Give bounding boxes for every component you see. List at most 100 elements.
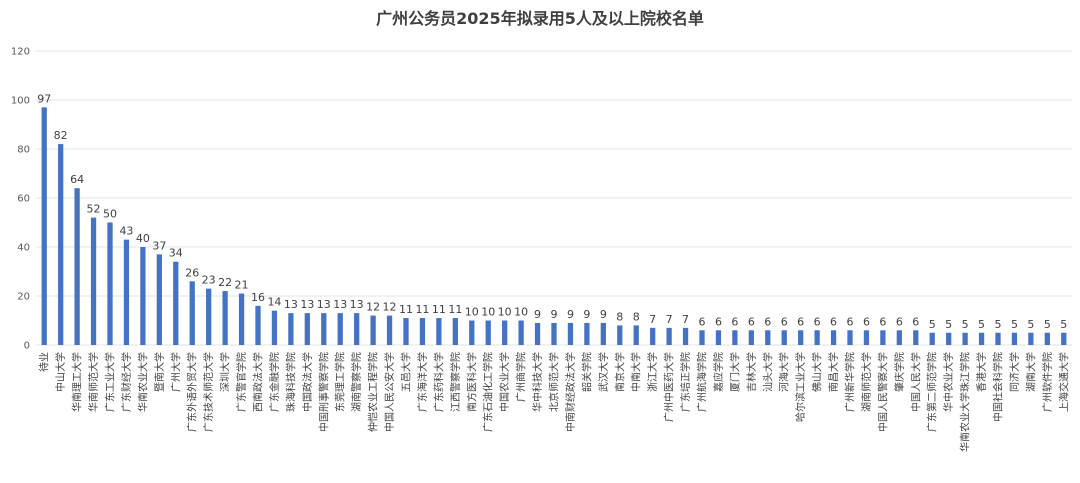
category-label-19: 湖南警察学院	[350, 352, 363, 412]
data-label-54: 5	[929, 318, 936, 331]
bar-21	[386, 315, 393, 345]
bar-18	[337, 313, 343, 345]
data-label-14: 14	[267, 296, 281, 309]
data-label-12: 21	[235, 279, 249, 292]
category-label-34: 武汉大学	[597, 352, 610, 392]
bar-6	[140, 247, 146, 345]
data-label-36: 8	[633, 310, 640, 323]
data-label-50: 6	[863, 315, 870, 328]
bar-5	[123, 239, 130, 345]
category-label-33: 韶关学院	[580, 352, 593, 392]
bar-53	[913, 330, 919, 345]
category-label-45: 河海大学	[778, 352, 791, 392]
bar-10	[206, 288, 212, 345]
category-label-42: 厦门大学	[728, 352, 741, 392]
data-label-4: 50	[103, 208, 117, 221]
category-label-0: 待业	[38, 352, 51, 372]
bar-14	[271, 310, 278, 345]
category-label-35: 南京大学	[613, 352, 626, 392]
data-label-25: 11	[448, 303, 462, 316]
category-label-55: 华中农业大学	[942, 352, 955, 412]
data-label-46: 6	[797, 315, 804, 328]
chart-title: 广州公务员2025年拟录用5人及以上院校名单	[376, 9, 704, 28]
category-label-40: 广州航海学院	[696, 352, 709, 412]
data-label-21: 12	[383, 301, 397, 314]
bar-49	[847, 330, 853, 345]
category-label-57: 香港大学	[975, 352, 988, 392]
category-label-26: 南方医科大学	[465, 352, 478, 412]
bar-36	[633, 325, 639, 345]
category-label-44: 汕头大学	[761, 352, 774, 392]
data-label-26: 10	[465, 306, 479, 319]
category-label-37: 浙江大学	[646, 352, 659, 392]
data-label-39: 7	[682, 313, 689, 326]
bar-7	[156, 254, 162, 345]
y-tick-label-6: 120	[11, 47, 30, 58]
bar-45	[781, 330, 787, 345]
bar-8	[173, 261, 179, 345]
data-label-19: 13	[350, 298, 364, 311]
category-label-25: 江西警察学院	[449, 352, 462, 412]
data-label-22: 11	[399, 303, 413, 316]
category-label-27: 广东石油化工学院	[482, 352, 495, 432]
bar-44	[765, 330, 771, 345]
bar-42	[732, 330, 738, 345]
category-label-39: 广东培正学院	[679, 352, 692, 412]
bar-26	[469, 320, 475, 345]
category-label-62: 上海交通大学	[1057, 352, 1070, 412]
y-tick-label-3: 60	[17, 194, 30, 205]
category-label-53: 中国人民大学	[909, 352, 922, 412]
bar-17	[321, 313, 327, 345]
bar-12	[238, 293, 245, 345]
data-label-48: 6	[830, 315, 837, 328]
category-label-10: 广东技术师范大学	[202, 352, 215, 432]
bar-28	[502, 320, 508, 345]
bar-59	[1011, 332, 1018, 345]
category-labels: 待业 中山大学 华南理工大学 华南师范大学 广东工业大学 广东财经大学 华南农业大学 暨南大学…	[38, 352, 1071, 452]
category-label-56: 华南农业大学珠江学院	[959, 352, 972, 452]
bar-20	[370, 315, 376, 345]
data-label-41: 6	[715, 315, 722, 328]
bar-19	[354, 313, 360, 345]
category-label-13: 西南政法大学	[252, 352, 265, 412]
data-label-40: 6	[699, 315, 706, 328]
data-label-2: 64	[70, 173, 84, 186]
category-label-14: 广东金融学院	[268, 352, 281, 412]
category-label-23: 广东海洋大学	[416, 352, 429, 412]
category-label-24: 广东药科大学	[432, 352, 445, 412]
category-label-17: 中国刑事警察学院	[317, 352, 330, 432]
bar-48	[830, 330, 837, 345]
data-label-52: 6	[896, 315, 903, 328]
data-label-57: 5	[978, 318, 985, 331]
bar-55	[946, 332, 952, 345]
bar-38	[666, 327, 672, 345]
bar-16	[304, 313, 310, 345]
category-label-8: 广州大学	[169, 352, 182, 392]
category-label-54: 广东第二师范学院	[926, 352, 939, 432]
category-label-48: 南昌大学	[827, 352, 840, 392]
bar-4	[107, 222, 113, 345]
data-label-38: 7	[666, 313, 673, 326]
data-label-5: 43	[119, 225, 133, 238]
bar-31	[551, 322, 557, 345]
bar-9	[189, 281, 195, 345]
data-label-34: 9	[600, 308, 607, 321]
data-label-51: 6	[879, 315, 886, 328]
data-label-1: 82	[54, 129, 68, 142]
bar-40	[699, 330, 705, 345]
category-label-15: 珠海科技学院	[284, 352, 297, 412]
category-label-3: 华南师范大学	[87, 352, 100, 412]
data-label-56: 5	[962, 318, 969, 331]
category-label-32: 中南财经政法大学	[564, 352, 577, 432]
bar-23	[419, 318, 426, 345]
category-label-50: 湖南师范大学	[860, 352, 873, 412]
data-label-61: 5	[1044, 318, 1051, 331]
y-tick-label-1: 20	[17, 292, 30, 303]
bar-22	[403, 318, 409, 345]
category-label-61: 广州软件学院	[1041, 352, 1054, 412]
data-label-44: 6	[764, 315, 771, 328]
category-label-52: 肇庆学院	[893, 352, 906, 392]
data-label-29: 10	[514, 306, 528, 319]
bar-25	[452, 318, 458, 345]
data-label-33: 9	[583, 308, 590, 321]
